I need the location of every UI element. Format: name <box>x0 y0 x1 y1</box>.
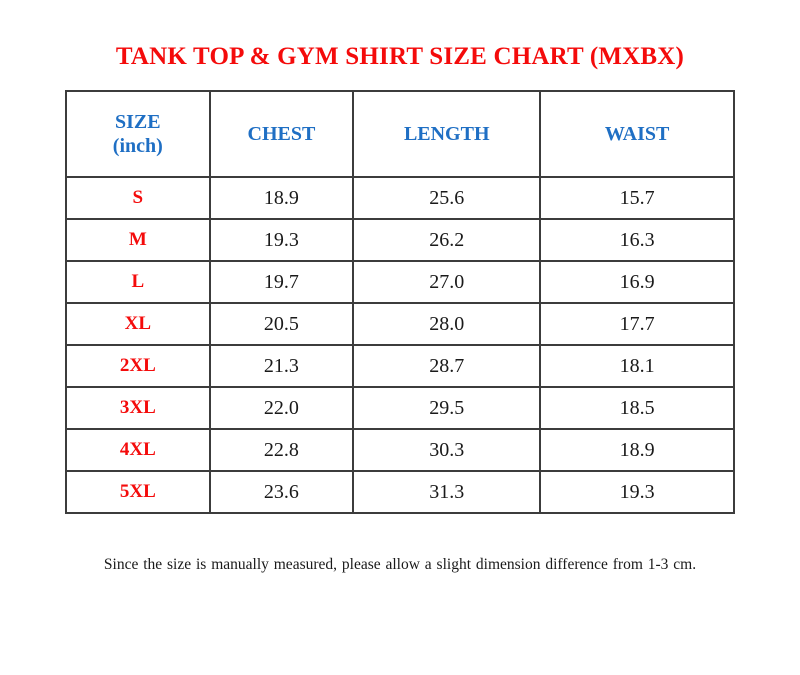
size-label-cell: L <box>65 260 211 304</box>
table-row-2xl: 2XL 21.3 28.7 18.1 <box>65 344 735 388</box>
table-row-m: M 19.3 26.2 16.3 <box>65 218 735 262</box>
chest-value-cell: 22.8 <box>208 428 355 472</box>
length-value-cell: 25.6 <box>352 176 542 220</box>
waist-value-cell: 19.3 <box>539 470 735 514</box>
page-title: TANK TOP & GYM SHIRT SIZE CHART (MXBX) <box>115 43 685 70</box>
length-value-cell: 31.3 <box>352 470 542 514</box>
chest-value-cell: 19.3 <box>208 218 355 262</box>
chest-value-cell: 23.6 <box>208 470 355 514</box>
waist-column-header: WAIST <box>539 90 735 178</box>
length-value-cell: 27.0 <box>352 260 542 304</box>
size-column-header: SIZE (inch) <box>65 90 211 178</box>
size-chart-page: TANK TOP & GYM SHIRT SIZE CHART (MXBX) S… <box>0 42 800 675</box>
chest-value-cell: 20.5 <box>208 302 355 346</box>
table-row-s: S 18.9 25.6 15.7 <box>65 176 735 220</box>
chest-value-cell: 22.0 <box>208 386 355 430</box>
size-chart-table: SIZE (inch) CHEST LENGTH WAIST S 18.9 25… <box>65 90 735 514</box>
size-label-cell: 2XL <box>65 344 211 388</box>
waist-value-cell: 15.7 <box>539 176 735 220</box>
waist-value-cell: 17.7 <box>539 302 735 346</box>
table-row-3xl: 3XL 22.0 29.5 18.5 <box>65 386 735 430</box>
table-header-row: SIZE (inch) CHEST LENGTH WAIST <box>65 90 735 178</box>
table-row-4xl: 4XL 22.8 30.3 18.9 <box>65 428 735 472</box>
length-value-cell: 28.7 <box>352 344 542 388</box>
measurement-disclaimer-note: Since the size is manually measured, ple… <box>103 556 697 573</box>
waist-value-cell: 16.9 <box>539 260 735 304</box>
waist-value-cell: 18.5 <box>539 386 735 430</box>
size-label-cell: M <box>65 218 211 262</box>
waist-value-cell: 18.9 <box>539 428 735 472</box>
table-row-xl: XL 20.5 28.0 17.7 <box>65 302 735 346</box>
length-value-cell: 30.3 <box>352 428 542 472</box>
size-label-cell: 5XL <box>65 470 211 514</box>
chest-value-cell: 18.9 <box>208 176 355 220</box>
length-value-cell: 26.2 <box>352 218 542 262</box>
waist-value-cell: 16.3 <box>539 218 735 262</box>
chest-value-cell: 19.7 <box>208 260 355 304</box>
size-label-cell: XL <box>65 302 211 346</box>
waist-value-cell: 18.1 <box>539 344 735 388</box>
chest-value-cell: 21.3 <box>208 344 355 388</box>
table-row-5xl: 5XL 23.6 31.3 19.3 <box>65 470 735 514</box>
length-value-cell: 29.5 <box>352 386 542 430</box>
length-value-cell: 28.0 <box>352 302 542 346</box>
table-row-l: L 19.7 27.0 16.9 <box>65 260 735 304</box>
size-label-cell: 4XL <box>65 428 211 472</box>
size-label-cell: 3XL <box>65 386 211 430</box>
chest-column-header: CHEST <box>208 90 355 178</box>
size-label-cell: S <box>65 176 211 220</box>
length-column-header: LENGTH <box>352 90 542 178</box>
